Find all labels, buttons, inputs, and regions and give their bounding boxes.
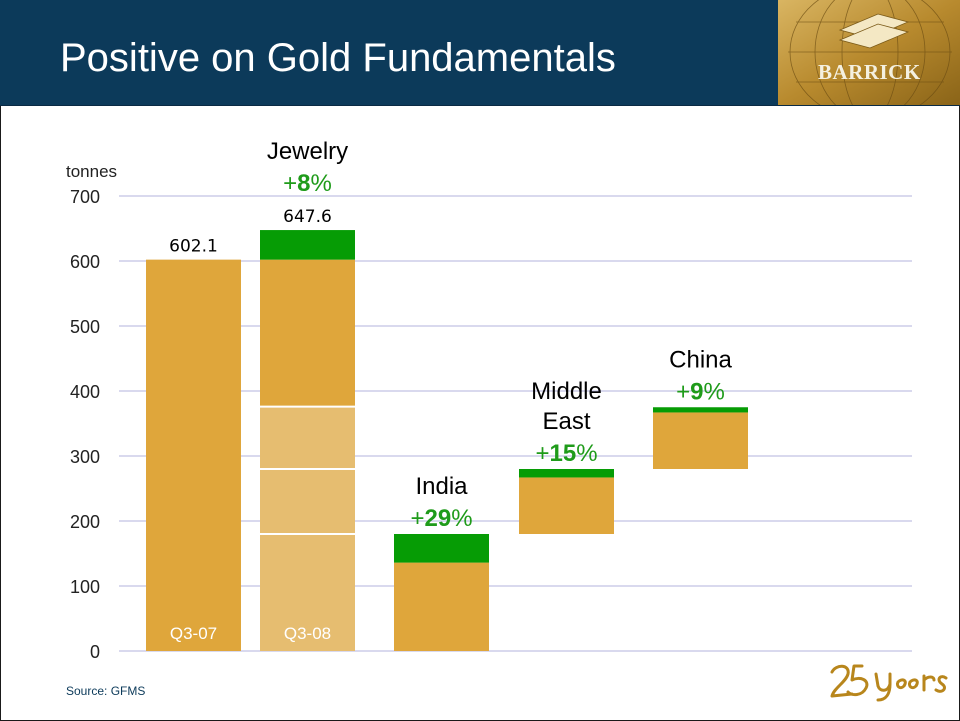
bar-segment-3-1 bbox=[519, 469, 614, 478]
bar-name-label-4-0: China bbox=[669, 346, 732, 373]
bar-segment-1-2 bbox=[260, 406, 355, 469]
bar-segment-1-4 bbox=[260, 230, 355, 260]
bar-name-label-2-0: India bbox=[415, 473, 468, 500]
bar-segment-4-0 bbox=[653, 412, 748, 469]
category-label-1: Q3-08 bbox=[284, 624, 331, 643]
y-tick-label-500: 500 bbox=[70, 317, 100, 337]
barrick-logo bbox=[778, 0, 960, 105]
y-tick-label-100: 100 bbox=[70, 577, 100, 597]
bar-name-label-3-1: East bbox=[542, 408, 590, 435]
anniversary-logo bbox=[830, 664, 948, 702]
logo-text: BARRICK bbox=[818, 60, 921, 84]
labels: 0 100 200 300 400 500 600 700 tonnes Q3-07 602.1 Q3… bbox=[66, 138, 733, 662]
y-tick-label-400: 400 bbox=[70, 382, 100, 402]
grid-lines bbox=[119, 195, 912, 652]
bar-segment-0-0 bbox=[146, 259, 241, 651]
slide-title: Positive on Gold Fundamentals bbox=[60, 36, 616, 80]
value-label-0: 602.1 bbox=[169, 237, 218, 257]
y-tick-label-0: 0 bbox=[90, 642, 100, 662]
y-tick-label-200: 200 bbox=[70, 512, 100, 532]
bars bbox=[146, 230, 748, 651]
chart-area: 0 100 200 300 400 500 600 700 tonnes Q3-07 602.1 Q3… bbox=[66, 138, 912, 662]
percent-label-4: +9% bbox=[676, 378, 725, 405]
percent-label-2: +29% bbox=[410, 505, 472, 532]
percent-label-3: +15% bbox=[535, 440, 597, 467]
bar-segment-3-0 bbox=[519, 477, 614, 534]
value-label-1: 647.6 bbox=[283, 207, 332, 227]
y-tick-label-300: 300 bbox=[70, 447, 100, 467]
bar-segment-1-3 bbox=[260, 259, 355, 407]
bar-segment-4-1 bbox=[653, 407, 748, 413]
percent-label-1: +8% bbox=[283, 170, 332, 197]
y-tick-label-700: 700 bbox=[70, 187, 100, 207]
bar-segment-1-0 bbox=[260, 534, 355, 651]
y-tick-label-600: 600 bbox=[70, 252, 100, 272]
source-note: Source: GFMS bbox=[66, 684, 146, 698]
bar-name-label-3-0: Middle bbox=[531, 378, 602, 405]
bar-name-label-1-0: Jewelry bbox=[267, 138, 348, 165]
category-label-0: Q3-07 bbox=[170, 624, 217, 643]
bar-segment-2-1 bbox=[394, 534, 489, 563]
bar-segment-1-1 bbox=[260, 469, 355, 534]
bar-segment-2-0 bbox=[394, 562, 489, 651]
y-axis-label: tonnes bbox=[66, 162, 117, 181]
